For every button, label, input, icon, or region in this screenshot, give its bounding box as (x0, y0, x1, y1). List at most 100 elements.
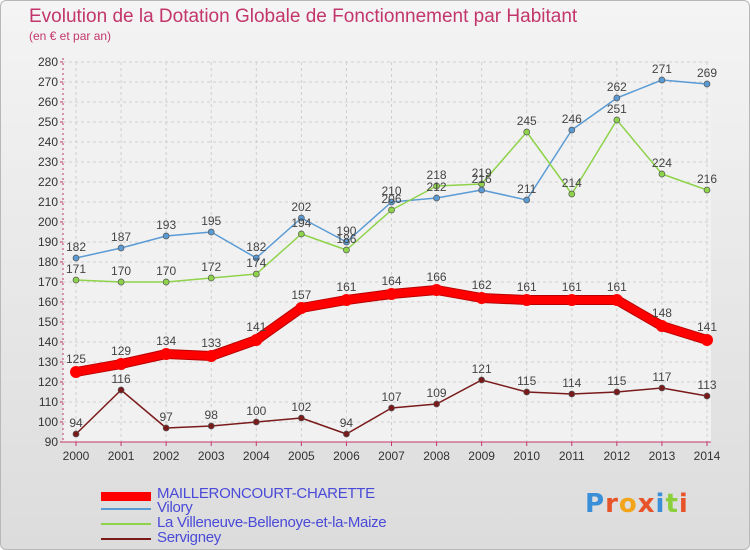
x-tick-label: 2010 (513, 449, 540, 463)
data-point (703, 392, 711, 400)
data-label: 210 (381, 184, 401, 198)
x-tick-label: 2001 (108, 449, 135, 463)
x-tick-label: 2008 (423, 449, 450, 463)
data-label: 94 (340, 416, 354, 430)
y-tick-label: 100 (38, 415, 58, 429)
data-label: 98 (205, 408, 219, 422)
data-label: 161 (562, 280, 582, 294)
data-label: 161 (517, 280, 537, 294)
y-tick-label: 170 (38, 275, 58, 289)
y-tick-label: 90 (45, 435, 59, 449)
logo-letter: i (678, 489, 689, 519)
data-point (475, 292, 488, 304)
data-point (160, 348, 173, 360)
proxiti-logo: Proxiti (585, 489, 689, 519)
x-tick-label: 2012 (604, 449, 631, 463)
data-label: 170 (111, 264, 131, 278)
logo-letter: P (585, 489, 606, 519)
data-point (658, 170, 666, 178)
legend-swatch-vilory (101, 508, 151, 510)
x-tick-label: 2006 (333, 449, 360, 463)
x-tick-label: 2013 (649, 449, 676, 463)
data-point (655, 320, 668, 332)
data-label: 134 (156, 334, 176, 348)
legend-label-vilory: Vilory (157, 499, 193, 516)
data-label: 109 (427, 386, 447, 400)
y-tick-label: 180 (38, 255, 58, 269)
data-label: 182 (246, 240, 266, 254)
y-tick-label: 210 (38, 195, 58, 209)
legend-label-mailleroncourt: MAILLERONCOURT-CHARETTE (157, 485, 375, 502)
legend-label-la-villeneuve: La Villeneuve-Bellenoye-et-la-Maize (157, 514, 387, 531)
chart-title: Evolution de la Dotation Globale de Fonc… (29, 6, 578, 27)
x-tick-label: 2005 (288, 449, 315, 463)
data-label: 214 (562, 176, 582, 190)
data-point (162, 424, 170, 432)
data-label: 194 (291, 216, 311, 230)
data-point (252, 254, 260, 262)
data-label: 107 (381, 390, 401, 404)
data-point (117, 278, 125, 286)
data-point (207, 274, 215, 282)
data-label: 141 (246, 320, 266, 334)
data-point (523, 388, 531, 396)
data-point (613, 94, 621, 102)
data-label: 102 (291, 400, 311, 414)
data-label: 125 (66, 352, 86, 366)
y-tick-label: 150 (38, 315, 58, 329)
data-label: 174 (246, 256, 266, 270)
data-label: 170 (156, 264, 176, 278)
logo-letter: t (665, 489, 679, 519)
data-label: 211 (517, 182, 536, 196)
data-label: 161 (336, 280, 356, 294)
data-point (207, 422, 215, 430)
data-point (385, 288, 398, 300)
data-point (298, 214, 305, 222)
data-point (72, 276, 80, 284)
x-tick-label: 2004 (243, 449, 270, 463)
data-point (568, 126, 576, 134)
data-label: 129 (111, 344, 131, 358)
data-point (343, 246, 350, 254)
data-label: 94 (69, 416, 83, 430)
data-label: 271 (652, 62, 672, 76)
x-tick-label: 2014 (694, 449, 721, 463)
data-point (433, 182, 440, 190)
legend-swatch-servigney (101, 538, 151, 540)
logo-letter: i (655, 489, 666, 519)
data-point (610, 294, 623, 306)
data-point (252, 418, 260, 426)
data-point (250, 334, 263, 346)
data-label: 116 (112, 372, 131, 386)
data-point (207, 228, 215, 236)
x-tick-label: 2011 (559, 449, 585, 463)
data-point (523, 196, 531, 204)
x-tick-label: 2009 (468, 449, 495, 463)
data-point (388, 206, 395, 214)
data-point (70, 366, 82, 378)
data-point (117, 244, 125, 252)
data-label: 121 (472, 362, 492, 376)
data-point (613, 116, 621, 124)
data-label: 216 (697, 172, 717, 186)
data-label: 100 (246, 404, 266, 418)
data-point (205, 350, 218, 362)
data-point (388, 404, 395, 412)
data-label: 206 (381, 192, 401, 206)
data-point (703, 186, 711, 194)
data-point (433, 194, 440, 202)
data-point (565, 294, 578, 306)
data-point (478, 180, 485, 188)
data-label: 161 (607, 280, 627, 294)
data-label: 218 (427, 168, 447, 182)
x-tick-label: 2002 (153, 449, 180, 463)
y-tick-label: 240 (38, 135, 58, 149)
data-label: 269 (697, 66, 717, 80)
y-tick-label: 130 (38, 355, 58, 369)
y-tick-label: 280 (38, 55, 58, 69)
data-label: 187 (111, 230, 131, 244)
y-tick-label: 250 (38, 115, 58, 129)
data-label: 212 (427, 180, 447, 194)
data-point (433, 400, 440, 408)
